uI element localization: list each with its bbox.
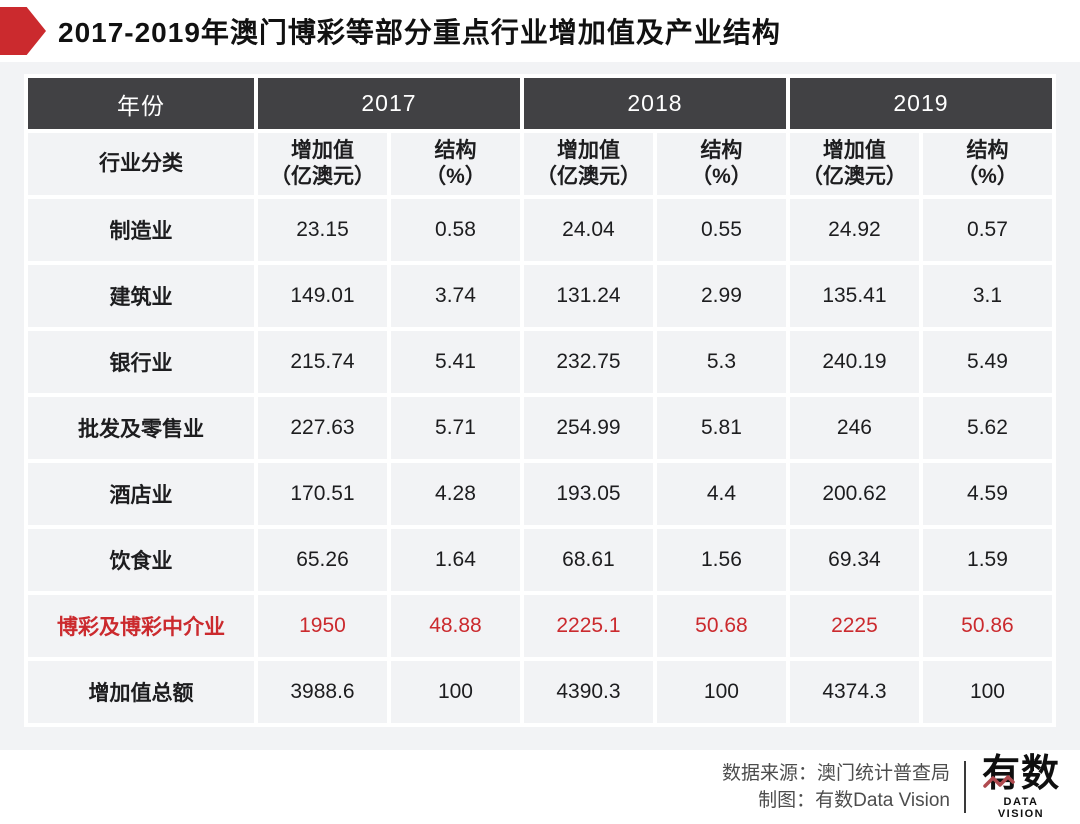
share-subheader-cell: 结构 （%）	[656, 133, 786, 195]
table-row: 建筑业 149.01 3.74 131.24 2.99 135.41 3.1	[28, 265, 1052, 327]
value-cell: 4.4	[656, 463, 786, 525]
value-cell: 5.71	[390, 397, 520, 459]
value-cell: 1950	[258, 595, 387, 657]
share-subheader-cell: 结构 （%）	[922, 133, 1052, 195]
value-cell: 4390.3	[523, 661, 653, 723]
value-cell: 5.3	[656, 331, 786, 393]
row-label-cell: 建筑业	[28, 265, 254, 327]
value-cell: 5.41	[390, 331, 520, 393]
value-cell: 100	[390, 661, 520, 723]
credit-value: 有数Data Vision	[815, 790, 950, 811]
value-cell: 2225	[789, 595, 919, 657]
row-label-cell: 银行业	[28, 331, 254, 393]
value-cell: 68.61	[523, 529, 653, 591]
value-cell: 193.05	[523, 463, 653, 525]
data-source-line: 数据来源：澳门统计普查局	[722, 760, 950, 787]
value-cell: 227.63	[258, 397, 387, 459]
row-label-cell: 增加值总额	[28, 661, 254, 723]
value-cell: 23.15	[258, 199, 387, 261]
sub-header-row: 行业分类 增加值 （亿澳元） 结构 （%） 增加值 （亿澳元） 结构 （%） 增加值 （亿澳元）结…	[28, 133, 1052, 195]
year-header-cell: 2019	[789, 78, 1052, 129]
value-cell: 0.57	[922, 199, 1052, 261]
value-cell: 69.34	[789, 529, 919, 591]
value-cell: 5.62	[922, 397, 1052, 459]
value-cell: 1.64	[390, 529, 520, 591]
value-subheader-cell: 增加值 （亿澳元）	[789, 133, 919, 195]
credits: 数据来源：澳门统计普查局 制图：有数Data Vision	[722, 760, 950, 814]
credit-label: 制图：	[758, 790, 816, 811]
group-header-cell: 年份	[28, 78, 254, 129]
year-header-cell: 2017	[258, 78, 520, 129]
value-cell: 3988.6	[258, 661, 387, 723]
row-label-cell: 批发及零售业	[28, 397, 254, 459]
credit-line: 制图：有数Data Vision	[722, 787, 950, 814]
year-header-row: 年份 2017 2018 2019	[28, 78, 1052, 129]
value-cell: 24.04	[523, 199, 653, 261]
table-body: 制造业 23.15 0.58 24.04 0.55 24.92 0.57 建筑业 149.01 3…	[28, 199, 1052, 723]
value-cell: 50.86	[922, 595, 1052, 657]
table-row: 酒店业 170.51 4.28 193.05 4.4 200.62 4.59	[28, 463, 1052, 525]
row-label-cell: 制造业	[28, 199, 254, 261]
value-cell: 232.75	[523, 331, 653, 393]
table-row: 饮食业 65.26 1.64 68.61 1.56 69.34 1.59	[28, 529, 1052, 591]
footer: 数据来源：澳门统计普查局 制图：有数Data Vision 有数 DATA VI…	[0, 750, 1080, 824]
table-row: 银行业 215.74 5.41 232.75 5.3 240.19 5.49	[28, 331, 1052, 393]
logo-zigzag-icon	[983, 774, 1015, 788]
value-cell: 3.74	[390, 265, 520, 327]
value-cell: 65.26	[258, 529, 387, 591]
page-title: 2017-2019年澳门博彩等部分重点行业增加值及产业结构	[58, 17, 781, 48]
value-cell: 246	[789, 397, 919, 459]
value-cell: 131.24	[523, 265, 653, 327]
table-row: 制造业 23.15 0.58 24.04 0.55 24.92 0.57	[28, 199, 1052, 261]
data-table: 年份 2017 2018 2019 行业分类 增加值 （亿澳元） 结构 （%） 增加值 （亿澳…	[24, 74, 1056, 727]
value-cell: 50.68	[656, 595, 786, 657]
value-cell: 1.56	[656, 529, 786, 591]
table-row: 增加值总额 3988.6 100 4390.3 100 4374.3 100	[28, 661, 1052, 723]
value-cell: 4.28	[390, 463, 520, 525]
brand-logo: 有数 DATA VISION	[980, 755, 1062, 820]
value-cell: 254.99	[523, 397, 653, 459]
footer-divider	[964, 761, 966, 813]
title-tag-icon	[0, 7, 46, 55]
value-cell: 0.58	[390, 199, 520, 261]
row-header-cell: 行业分类	[28, 133, 254, 195]
title-bar: 2017-2019年澳门博彩等部分重点行业增加值及产业结构	[0, 0, 1080, 62]
value-cell: 24.92	[789, 199, 919, 261]
value-cell: 3.1	[922, 265, 1052, 327]
value-cell: 2225.1	[523, 595, 653, 657]
value-cell: 0.55	[656, 199, 786, 261]
brand-logo-text: 有数	[981, 752, 1060, 795]
value-cell: 4.59	[922, 463, 1052, 525]
data-source-label: 数据来源：	[721, 763, 817, 784]
value-cell: 100	[656, 661, 786, 723]
row-label-cell: 博彩及博彩中介业	[28, 595, 254, 657]
value-cell: 170.51	[258, 463, 387, 525]
value-subheader-cell: 增加值 （亿澳元）	[523, 133, 653, 195]
value-cell: 5.81	[656, 397, 786, 459]
value-cell: 149.01	[258, 265, 387, 327]
value-cell: 215.74	[258, 331, 387, 393]
value-cell: 135.41	[789, 265, 919, 327]
table-row: 批发及零售业 227.63 5.71 254.99 5.81 246 5.62	[28, 397, 1052, 459]
year-header-cell: 2018	[523, 78, 786, 129]
table-container: 年份 2017 2018 2019 行业分类 增加值 （亿澳元） 结构 （%） 增加值 （亿澳…	[0, 62, 1080, 750]
value-cell: 200.62	[789, 463, 919, 525]
value-cell: 240.19	[789, 331, 919, 393]
value-cell: 2.99	[656, 265, 786, 327]
row-label-cell: 饮食业	[28, 529, 254, 591]
value-cell: 5.49	[922, 331, 1052, 393]
value-subheader-cell: 增加值 （亿澳元）	[258, 133, 387, 195]
row-label-cell: 酒店业	[28, 463, 254, 525]
share-subheader-cell: 结构 （%）	[390, 133, 520, 195]
data-source-value: 澳门统计普查局	[816, 763, 950, 784]
value-cell: 4374.3	[789, 661, 919, 723]
value-cell: 48.88	[390, 595, 520, 657]
value-cell: 1.59	[922, 529, 1052, 591]
value-cell: 100	[922, 661, 1052, 723]
brand-logo-subtext: DATA VISION	[997, 795, 1045, 820]
table-row: 博彩及博彩中介业 1950 48.88 2225.1 50.68 2225 50.86	[28, 595, 1052, 657]
